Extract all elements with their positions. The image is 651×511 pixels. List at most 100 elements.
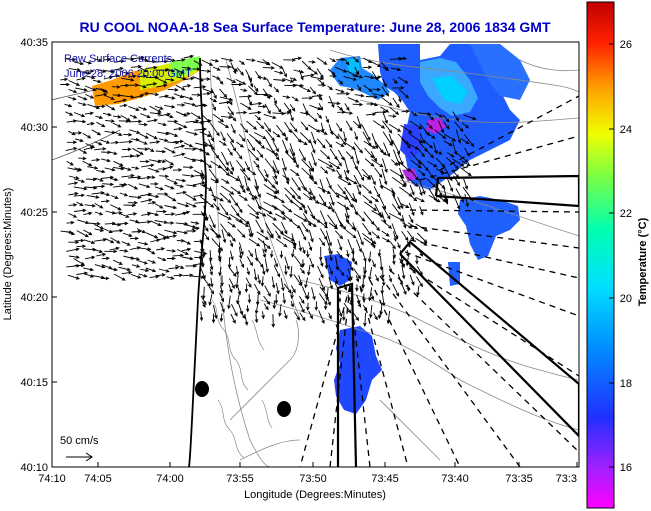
current-vector — [289, 111, 294, 122]
current-vector — [119, 103, 128, 108]
current-vector — [185, 202, 197, 208]
current-vector — [74, 167, 83, 171]
current-vector — [119, 213, 130, 218]
current-vector — [190, 221, 200, 225]
current-vector — [311, 93, 323, 98]
current-vector — [307, 220, 317, 228]
current-vector — [175, 84, 186, 91]
current-vector — [266, 78, 272, 88]
current-vector — [95, 115, 104, 120]
current-vector — [371, 231, 381, 239]
current-vector — [212, 103, 216, 112]
current-vector — [246, 138, 256, 152]
current-vector — [76, 244, 87, 248]
current-vector — [66, 161, 74, 166]
current-vector — [293, 158, 299, 169]
current-vector — [227, 257, 232, 269]
current-vector — [183, 223, 197, 229]
current-vector — [362, 174, 371, 180]
current-vector — [328, 276, 334, 290]
current-vector — [156, 77, 168, 84]
current-vector — [326, 166, 336, 172]
colorbar-tick-label: 18 — [620, 378, 632, 390]
current-vector — [317, 158, 334, 168]
current-vector — [136, 228, 147, 234]
current-vector — [369, 304, 373, 319]
current-vector — [96, 252, 107, 257]
current-vector — [344, 58, 350, 66]
current-vector — [372, 93, 386, 98]
current-vector — [173, 152, 186, 157]
current-vector — [337, 105, 344, 111]
current-vector — [164, 229, 178, 235]
current-vector — [94, 203, 104, 209]
current-vector — [309, 86, 317, 95]
current-vector — [209, 97, 218, 103]
current-vector — [85, 93, 95, 99]
current-vector — [345, 176, 358, 185]
current-vector — [114, 131, 123, 136]
current-vector — [391, 203, 402, 217]
current-vector — [149, 140, 161, 144]
current-vector — [272, 151, 280, 161]
sst-patch-blue-east — [448, 196, 520, 286]
current-vector — [282, 95, 291, 99]
current-vector — [191, 226, 200, 231]
current-vector — [400, 124, 413, 134]
current-vector — [272, 176, 279, 186]
y-tick-label: 40:15 — [20, 377, 48, 389]
current-vector — [211, 194, 224, 202]
current-vector — [219, 203, 229, 216]
current-vector — [93, 58, 103, 62]
colorbar-tick-label: 20 — [620, 293, 632, 305]
current-vector — [201, 257, 205, 268]
current-vector — [137, 220, 152, 224]
current-vector — [370, 174, 376, 186]
current-vector — [91, 191, 105, 195]
current-vector — [392, 149, 401, 167]
current-vector — [192, 261, 205, 266]
current-vector — [122, 232, 133, 237]
current-vector — [409, 194, 418, 202]
x-tick-label: 73:55 — [226, 473, 254, 485]
current-vector — [238, 60, 246, 65]
current-vector — [229, 240, 234, 248]
current-vector — [361, 124, 371, 142]
current-vector — [84, 203, 96, 208]
current-vector — [320, 166, 329, 174]
current-vector — [284, 256, 290, 271]
current-vector — [310, 131, 317, 145]
current-vector — [211, 149, 220, 160]
current-vector — [147, 259, 157, 264]
current-vector — [85, 273, 95, 278]
current-vector — [138, 84, 147, 89]
current-vector — [155, 149, 167, 154]
current-vector — [118, 165, 132, 171]
current-vector — [327, 85, 334, 91]
x-tick-label: 74:10 — [38, 473, 66, 485]
current-vector — [409, 168, 419, 181]
current-vector — [355, 284, 359, 292]
current-vector — [182, 95, 194, 101]
current-vector — [84, 255, 96, 260]
current-vector — [257, 205, 273, 215]
current-vector — [113, 66, 124, 71]
current-vector — [352, 222, 357, 232]
current-vector — [139, 159, 150, 164]
current-vector — [272, 166, 278, 180]
buoy-marker-east — [277, 401, 291, 417]
current-vector — [219, 302, 225, 313]
current-vector — [272, 140, 279, 153]
current-vector — [165, 78, 175, 82]
colorbar-tick-label: 24 — [620, 124, 632, 136]
current-vector — [210, 88, 217, 100]
current-vector — [141, 163, 155, 168]
current-vector — [345, 194, 353, 209]
current-vector — [337, 184, 347, 195]
current-vector — [103, 228, 113, 233]
current-vector — [132, 147, 144, 155]
current-vector — [147, 175, 156, 179]
current-vector — [419, 133, 425, 144]
current-vector — [94, 141, 103, 146]
current-vector — [316, 57, 328, 65]
